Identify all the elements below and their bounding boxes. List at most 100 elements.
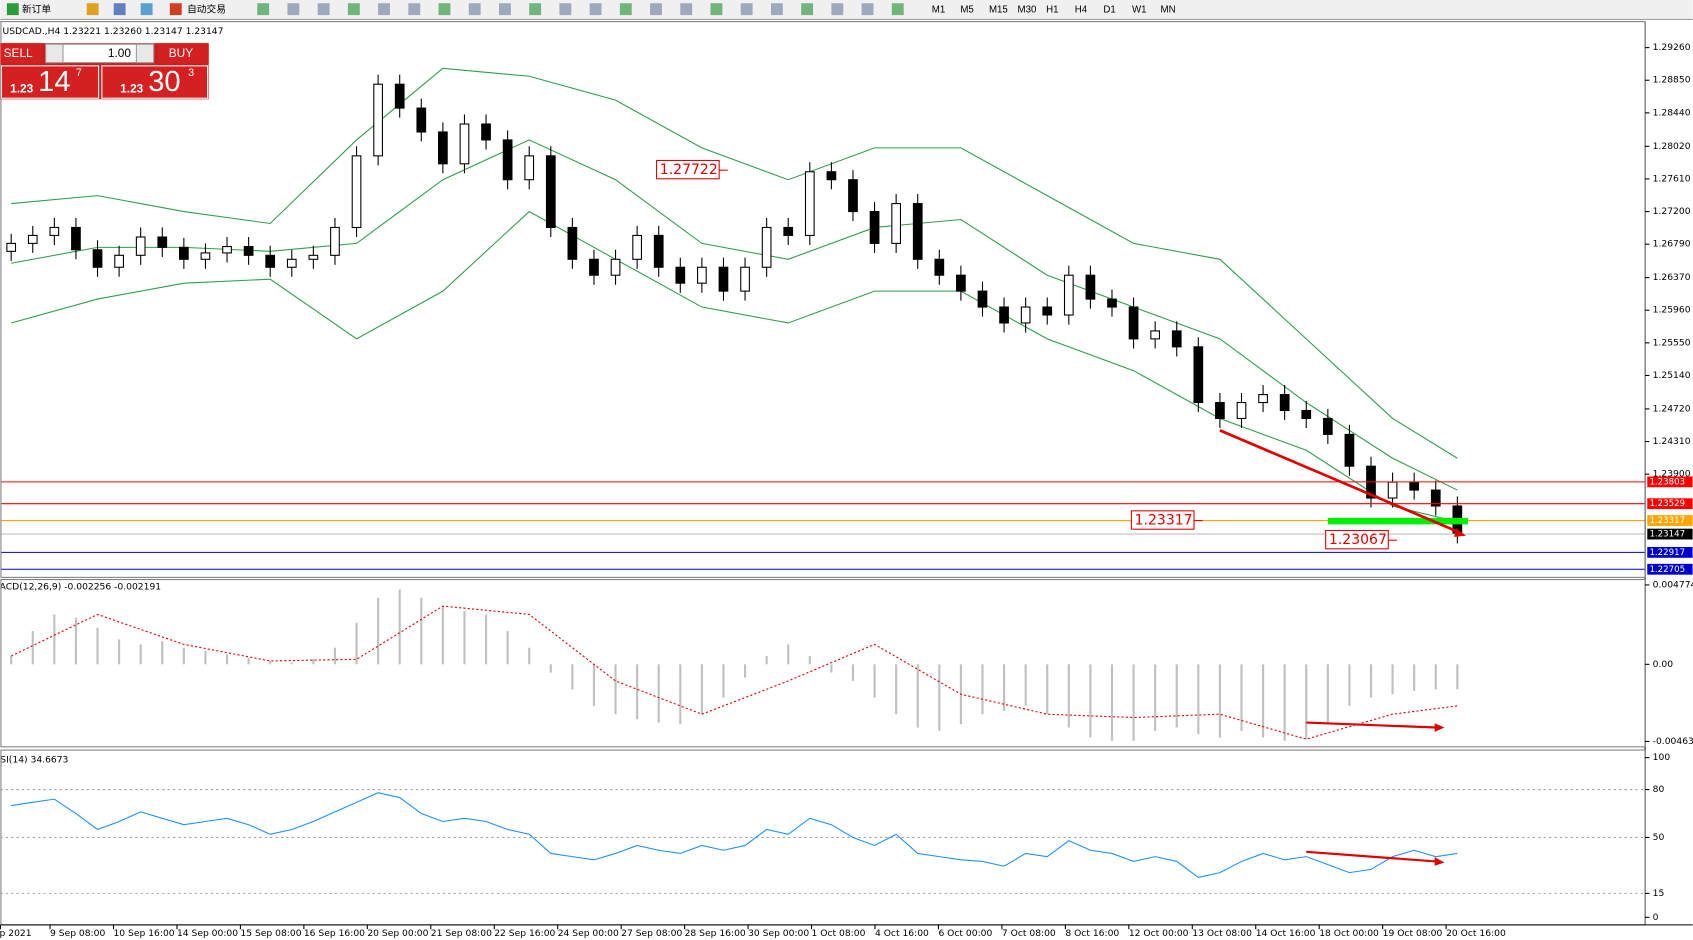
toolbar-icon[interactable] [140,3,153,16]
volume-up[interactable] [135,43,155,64]
toolbar-icon[interactable] [710,3,723,16]
toolbar-icon[interactable] [650,3,662,16]
candle-body [934,258,945,276]
candle-body [1042,306,1053,316]
ask-box[interactable] [101,65,209,99]
timeframe-button[interactable]: M30 [1018,4,1037,15]
toolbar-icon[interactable] [468,3,481,16]
price-line-label: 1.23803 [1649,477,1685,487]
timeframe-button[interactable]: M5 [960,4,973,15]
time-label: 18 Oct 00:00 [1319,928,1379,939]
timeframe-button[interactable]: MN [1161,4,1176,15]
arrow-head [1434,857,1445,866]
y-tick-label: 15 [1653,888,1665,899]
candle-body [200,252,211,260]
candle-body [567,226,578,260]
candle-body [92,249,103,268]
rsi-line [11,792,1458,878]
buy-button[interactable] [157,43,209,64]
divergence-arrow [1306,850,1436,863]
toolbar-icon[interactable] [801,3,814,16]
toolbar-icon[interactable] [559,3,572,16]
volume-down[interactable] [45,43,64,64]
candle-body [1020,306,1031,324]
candle-body [1215,401,1225,419]
y-tick-label: 0.00 [1653,659,1674,670]
toolbar-icon[interactable] [86,3,99,16]
candle-body [1171,330,1182,348]
timeframe-button[interactable]: D1 [1103,4,1115,15]
candle-body [1258,394,1268,404]
arrow-head [1454,528,1466,537]
sell-label[interactable]: SELL [4,46,33,60]
toolbar-icon[interactable] [347,3,360,16]
toolbar [0,0,1693,20]
candle-body [826,171,837,181]
toolbar-icon[interactable] [113,3,126,16]
y-tick-label: 1.27610 [1653,173,1691,184]
candle-body [783,226,794,236]
auto-trading-icon[interactable] [169,3,182,16]
timeframe-button[interactable]: W1 [1132,4,1147,15]
candle-body [545,155,556,229]
candle-body [265,254,276,268]
toolbar-icon[interactable] [891,3,904,16]
sell-button[interactable] [0,43,42,64]
price-line-label: 1.23317 [1649,516,1685,526]
candle-body [653,234,664,268]
toolbar-icon[interactable] [831,3,844,16]
toolbar-icon[interactable] [408,3,421,16]
time-label: 13 Oct 08:00 [1192,928,1252,939]
y-tick-label: 50 [1653,832,1665,843]
toolbar-icon[interactable] [287,3,300,16]
toolbar-icon[interactable] [861,3,874,16]
candle-body [179,246,189,260]
candle-body [351,155,362,229]
y-tick-label: 1.26370 [1653,272,1691,283]
toolbar-icon[interactable] [378,3,390,16]
time-label: 1 Oct 08:00 [812,928,866,939]
toolbar-icon[interactable] [589,3,602,16]
indicator-title: MACD(12,26,9) -0.002256 -0.002191 [0,582,161,593]
price-line-label: 1.23529 [1649,499,1685,509]
candle-body [71,226,81,251]
bid-box[interactable] [0,65,100,99]
toolbar-icon[interactable] [529,3,542,16]
timeframe-button[interactable]: M15 [989,4,1008,15]
candle-body [912,203,923,260]
candle-body [286,258,297,268]
timeframe-button[interactable]: H1 [1046,4,1058,15]
signal-line [10,605,1458,740]
candle-body [848,179,858,213]
volume-value[interactable]: 1.00 [108,46,131,60]
ask-pips: 30 [148,66,180,98]
indicator-title: RSI(14) 34.6673 [0,754,69,765]
candle-body [1387,481,1398,499]
auto-trading-button[interactable]: 自动交易 [187,2,226,15]
toolbar-icon[interactable] [257,3,270,16]
toolbar-icon[interactable] [740,3,753,16]
divergence-arrow [1306,721,1436,729]
candle-body [740,266,750,292]
candle-body [222,246,232,254]
y-tick-label: 1.24720 [1653,403,1691,414]
toolbar-icon[interactable] [498,3,511,16]
candle-body [1150,330,1161,340]
toolbar-icon[interactable] [619,3,632,16]
time-label: 7 Oct 08:00 [1002,928,1056,939]
new-order-button[interactable]: 新订单 [22,2,51,15]
time-label: 9 Sep 08:00 [50,928,105,939]
toolbar-icon[interactable] [770,3,783,16]
toolbar-icon[interactable] [438,3,451,16]
buy-label[interactable]: BUY [169,46,193,60]
new-order-icon[interactable] [6,3,19,16]
candle-body [761,226,772,268]
time-label: 6 Oct 00:00 [938,928,992,939]
candle-body [438,131,448,165]
timeframe-button[interactable]: M1 [932,4,945,15]
y-tick-label: 0 [1653,912,1659,923]
timeframe-button[interactable]: H4 [1075,4,1088,15]
toolbar-icon[interactable] [317,3,330,16]
toolbar-icon[interactable] [680,3,693,16]
